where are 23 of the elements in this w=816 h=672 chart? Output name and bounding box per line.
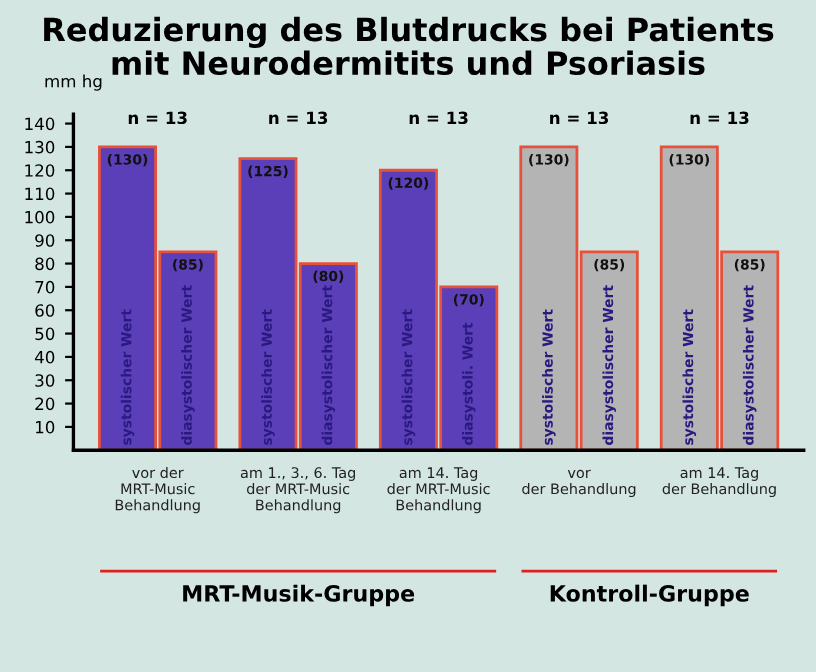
chart-title: Reduzierung des Blutdrucks bei Patients mit Neurodermitits und Psoriasis xyxy=(44,16,774,76)
annotation: n = 13 xyxy=(690,111,749,125)
y-tick-label: 50 xyxy=(35,327,55,341)
y-tick-label: 80 xyxy=(35,257,55,271)
y-tick-label: 40 xyxy=(34,350,55,364)
y-tick-label: 20 xyxy=(35,397,55,411)
y-tick-label: 130 xyxy=(25,140,55,154)
annotation: n = 13 xyxy=(550,111,609,125)
annotation: n = 13 xyxy=(409,111,468,125)
y-tick-label: 70 xyxy=(35,280,55,294)
y-tick-label: 120 xyxy=(25,164,55,177)
y-tick-label: 110 xyxy=(25,187,55,201)
y-tick-label: 90 xyxy=(35,234,55,247)
text: MRT-Musik-Gruppe xyxy=(183,584,415,607)
y-tick-label: 100 xyxy=(25,210,55,224)
y-tick-label: 30 xyxy=(35,374,55,387)
y-tick-label: 60 xyxy=(35,304,55,317)
annotation: n = 13 xyxy=(128,111,187,125)
text: Kontroll-Gruppe xyxy=(550,584,749,607)
y-axis-title: mm hg xyxy=(45,74,102,91)
y-tick-label: 140 xyxy=(25,117,55,131)
annotation: n = 13 xyxy=(269,111,328,125)
y-tick-label: 10 xyxy=(36,420,55,434)
